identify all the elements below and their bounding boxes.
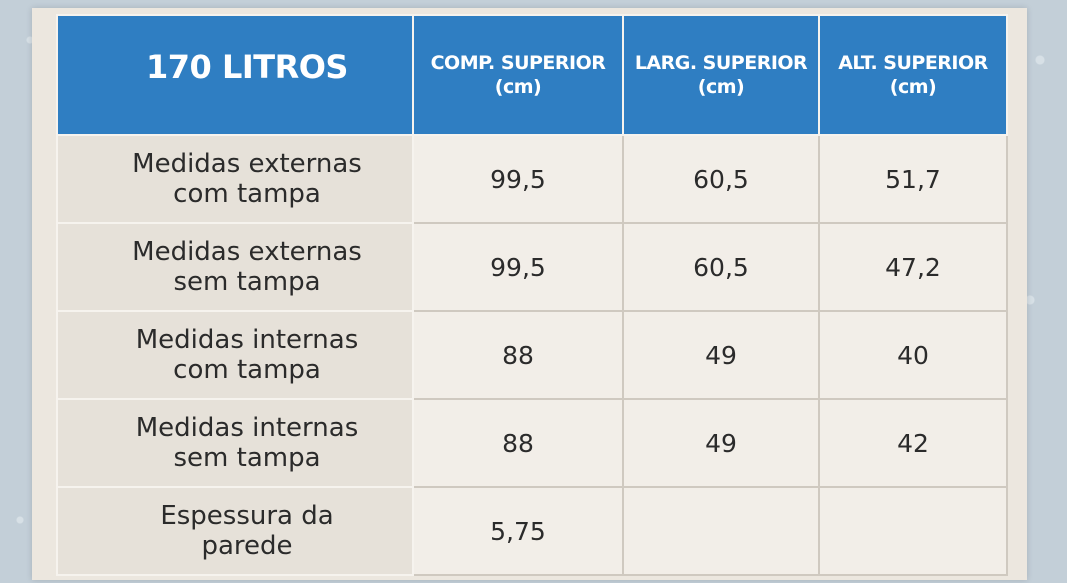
header-row: 170 LITROS COMP. SUPERIOR (cm) LARG. SUP…	[56, 14, 1008, 136]
column-header-alt: ALT. SUPERIOR (cm)	[818, 14, 1008, 136]
row-label-line: sem tampa	[173, 267, 321, 297]
comp-value: 88	[412, 398, 624, 488]
comp-value: 99,5	[412, 222, 624, 312]
table-row: Medidas externas sem tampa 99,5 60,5 47,…	[56, 222, 1008, 312]
row-label: Medidas internas com tampa	[56, 310, 414, 400]
row-label-line: Medidas externas	[132, 237, 362, 267]
row-label-line: Medidas internas	[135, 325, 359, 355]
larg-value: 60,5	[622, 222, 820, 312]
alt-value: 51,7	[818, 134, 1008, 224]
column-header-unit: (cm)	[494, 76, 542, 98]
column-header-unit: (cm)	[697, 76, 745, 98]
column-header-unit: (cm)	[889, 76, 937, 98]
row-label: Espessura da parede	[56, 486, 414, 576]
column-header-label: COMP. SUPERIOR	[430, 52, 606, 74]
row-label: Medidas externas com tampa	[56, 134, 414, 224]
comp-value: 99,5	[412, 134, 624, 224]
row-label-line: com tampa	[173, 355, 321, 385]
dimensions-table: 170 LITROS COMP. SUPERIOR (cm) LARG. SUP…	[56, 14, 1008, 576]
row-label-line: Medidas externas	[132, 149, 362, 179]
row-label: Medidas internas sem tampa	[56, 398, 414, 488]
column-header-comp: COMP. SUPERIOR (cm)	[412, 14, 624, 136]
table-row: Medidas internas com tampa 88 49 40	[56, 310, 1008, 400]
row-label-line: parede	[201, 531, 293, 561]
column-header-label: LARG. SUPERIOR	[634, 52, 808, 74]
table-row: Medidas internas sem tampa 88 49 42	[56, 398, 1008, 488]
table-row: Medidas externas com tampa 99,5 60,5 51,…	[56, 134, 1008, 224]
alt-value: 40	[818, 310, 1008, 400]
table-title: 170 LITROS	[56, 14, 414, 136]
comp-value: 88	[412, 310, 624, 400]
table-row: Espessura da parede 5,75	[56, 486, 1008, 576]
alt-value: 47,2	[818, 222, 1008, 312]
larg-value: 49	[622, 310, 820, 400]
row-label-line: sem tampa	[173, 443, 321, 473]
comp-value: 5,75	[412, 486, 624, 576]
larg-value	[622, 486, 820, 576]
larg-value: 60,5	[622, 134, 820, 224]
row-label-line: com tampa	[173, 179, 321, 209]
spec-sheet: 170 LITROS COMP. SUPERIOR (cm) LARG. SUP…	[32, 8, 1027, 580]
row-label-line: Medidas internas	[135, 413, 359, 443]
row-label: Medidas externas sem tampa	[56, 222, 414, 312]
column-header-larg: LARG. SUPERIOR (cm)	[622, 14, 820, 136]
alt-value: 42	[818, 398, 1008, 488]
alt-value	[818, 486, 1008, 576]
larg-value: 49	[622, 398, 820, 488]
row-label-line: Espessura da	[160, 501, 334, 531]
column-header-label: ALT. SUPERIOR	[838, 52, 988, 74]
